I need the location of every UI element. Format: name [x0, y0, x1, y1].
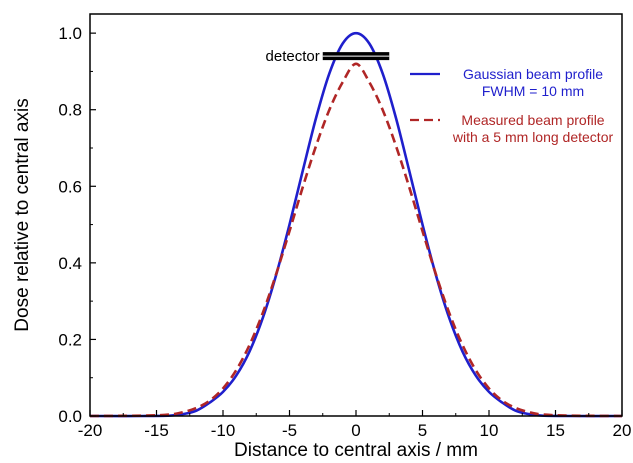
y-tick-label: 0.2 [58, 330, 82, 349]
legend-item-measured-label: Measured beam profile with a 5 mm long de… [452, 112, 614, 145]
x-tick-label: -20 [78, 421, 103, 440]
x-tick-label: 5 [418, 421, 427, 440]
y-tick-label: 0.0 [58, 407, 82, 426]
x-axis-title: Distance to central axis / mm [234, 440, 478, 461]
measured-beam-profile-line [89, 62, 623, 418]
x-tick-label: -5 [282, 421, 297, 440]
y-tick-label: 0.4 [58, 254, 82, 273]
legend: Gaussian beam profile FWHM = 10 mm Measure… [410, 66, 613, 145]
y-tick-label: 1.0 [58, 24, 82, 43]
x-tick-label: 15 [546, 421, 565, 440]
x-tick-label: -15 [144, 421, 169, 440]
detector-label: detector [266, 48, 320, 65]
x-tick-label: 0 [351, 421, 360, 440]
gaussian-beam-profile-line [89, 31, 623, 418]
y-tick-label: 0.6 [58, 177, 82, 196]
ticks-layer: -20 -15 -10 -5 0 5 10 15 20 0.0 0.2 0.4 0.6 0.8 1.0 [58, 24, 631, 440]
x-tick-label: 10 [480, 421, 499, 440]
series-layer [89, 31, 623, 418]
y-tick-label: 0.8 [58, 101, 82, 120]
x-tick-label: -10 [211, 421, 236, 440]
x-tick-label: 20 [613, 421, 632, 440]
annotation-layer: detector [266, 48, 390, 65]
y-axis-title: Dose relative to central axis [12, 98, 33, 331]
legend-item-gaussian-label: Gaussian beam profile FWHM = 10 mm [463, 66, 603, 99]
